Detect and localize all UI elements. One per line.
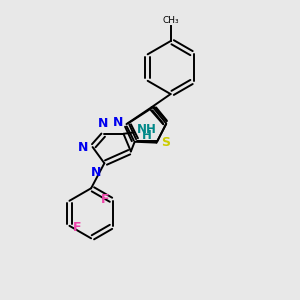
Text: F: F <box>73 221 82 234</box>
Text: N: N <box>112 116 123 129</box>
Text: F: F <box>101 193 109 206</box>
Text: NH: NH <box>137 123 157 136</box>
Text: S: S <box>161 136 170 149</box>
Text: N: N <box>78 141 88 154</box>
Text: N: N <box>98 117 108 130</box>
Text: CH₃: CH₃ <box>162 16 179 25</box>
Text: H: H <box>142 129 152 142</box>
Text: N: N <box>91 166 101 178</box>
